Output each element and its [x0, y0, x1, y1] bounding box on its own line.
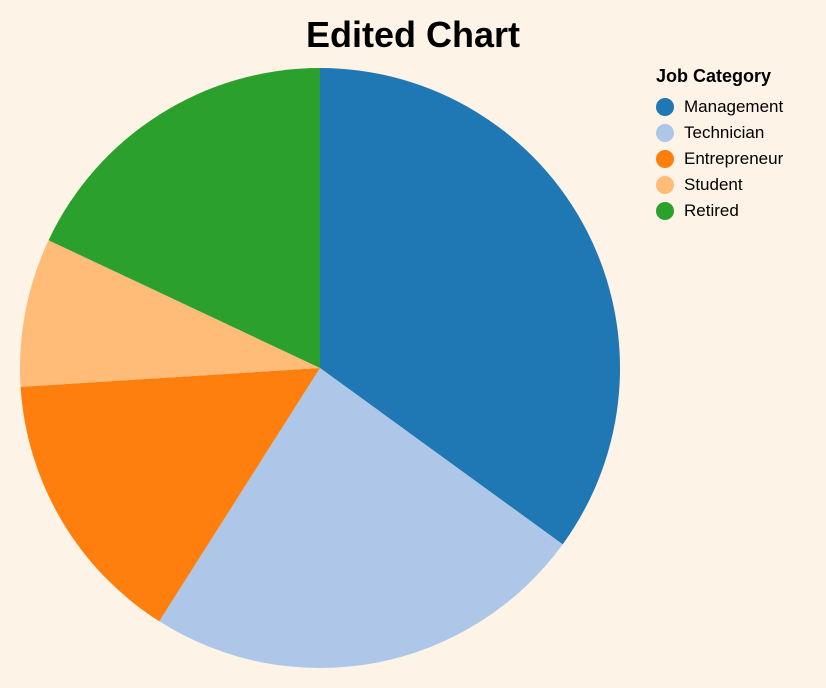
legend-swatch: [656, 176, 674, 194]
chart-title: Edited Chart: [305, 14, 520, 55]
legend-label: Technician: [684, 123, 765, 142]
pie-slice-retired[interactable]: [48, 68, 321, 368]
legend: Job Category Management Technician Entrepr…: [656, 66, 783, 224]
legend-item-student[interactable]: Student: [656, 172, 783, 198]
legend-label: Student: [684, 175, 743, 194]
legend-label: Management: [684, 97, 784, 116]
pie-slice-entrepreneur[interactable]: [20, 368, 321, 622]
legend-swatch: [656, 98, 674, 116]
legend-label: Retired: [684, 201, 739, 220]
legend-label: Entrepreneur: [684, 149, 784, 168]
legend-item-retired[interactable]: Retired: [656, 198, 783, 224]
legend-item-technician[interactable]: Technician: [656, 120, 783, 146]
legend-item-entrepreneur[interactable]: Entrepreneur: [656, 146, 783, 172]
pie-slice-management[interactable]: [320, 68, 621, 545]
legend-swatch: [656, 150, 674, 168]
pie-slice-student[interactable]: [19, 240, 321, 387]
legend-swatch: [656, 124, 674, 142]
legend-items: Management Technician Entrepreneur Student R…: [656, 94, 783, 224]
legend-item-management[interactable]: Management: [656, 94, 783, 120]
legend-title: Job Category: [656, 66, 772, 86]
pie-slice-technician[interactable]: [159, 368, 563, 669]
legend-swatch: [656, 202, 674, 220]
